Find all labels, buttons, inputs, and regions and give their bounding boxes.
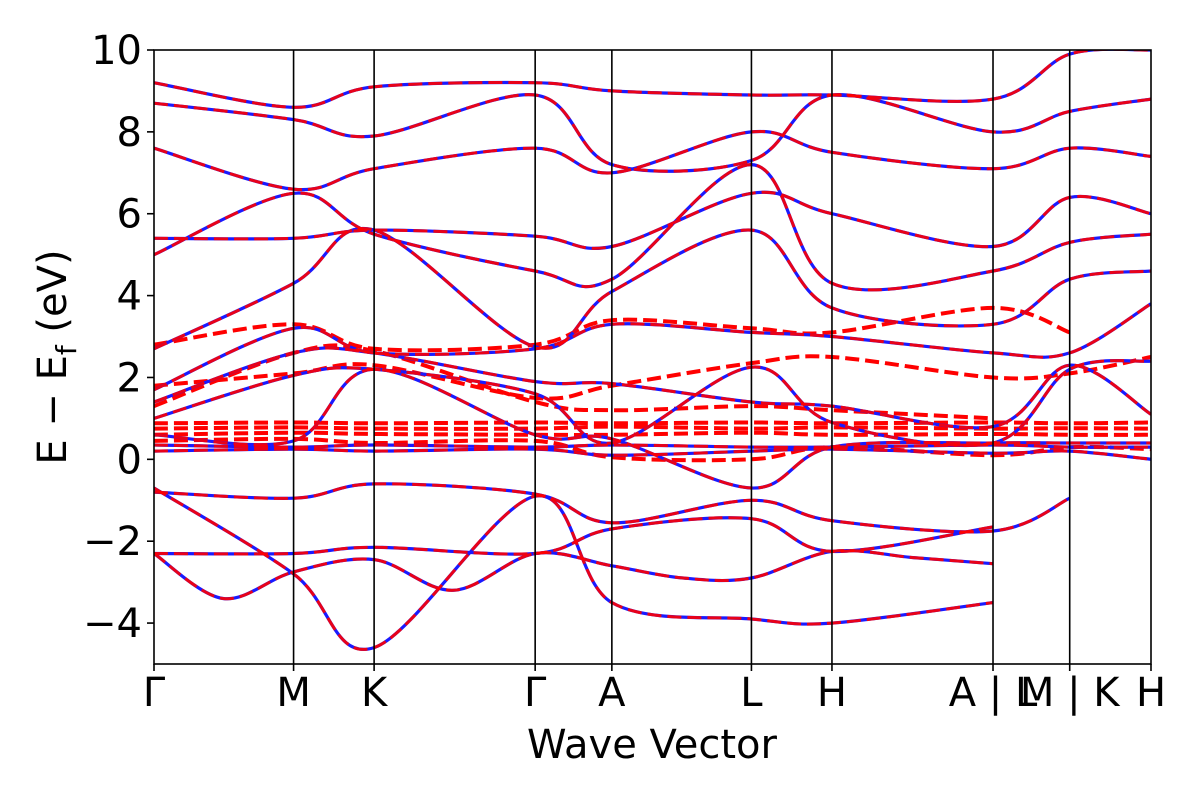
y-axis-label-unit: (eV) [30,249,76,345]
y-axis-label-main: E − E [30,355,76,465]
y-tick-label-3: 2 [117,355,142,401]
plot-frame [153,49,1152,665]
x-tick-label-4: A [598,670,626,716]
solid-band-12 [154,190,1151,251]
y-axis-ticks: −4 −2 0 2 4 6 8 10 [83,28,154,647]
x-tick-label-9: H [1136,670,1166,716]
y-tick-label-2: 0 [117,437,142,483]
x-tick-label-7: A | L [949,670,1038,716]
x-tick-label-2: K [361,670,389,716]
x-tick-label-8: M | K [1020,670,1121,716]
dashed-band-0 [154,430,1151,437]
x-tick-label-3: Γ [524,670,547,716]
dashed-overlay-band-14 [154,93,1151,173]
dashed-band-4 [154,354,1151,401]
dashed-overlay-band-15 [154,50,1151,109]
y-axis-label: E − Ef (eV) [30,249,83,464]
bands-layer [154,50,1151,651]
solid-band-2 [154,548,994,601]
solid-band-13 [154,129,1151,192]
dashed-overlay-band-10 [154,227,1151,351]
dashed-overlay-band-3 [154,486,994,651]
dashed-overlay-band-13 [154,129,1151,192]
dashed-overlay-band-6 [154,367,1151,490]
y-tick-label-4: 4 [117,274,142,320]
dashed-overlay-band-7 [154,359,1151,447]
solid-band-9 [154,302,1151,392]
dashed-overlay-band-5 [154,443,1151,449]
x-tick-label-6: H [817,670,847,716]
y-tick-label-0: −4 [83,601,142,647]
x-tick-label-1: M [276,670,311,716]
y-axis-label-subscript: f [50,344,83,355]
dashed-overlay-band-2 [154,549,994,601]
y-tick-label-6: 8 [117,110,142,156]
solid-band-11 [154,162,1151,292]
dashed-overlay-band-11 [154,163,1151,292]
y-tick-label-7: 10 [91,28,142,74]
x-tick-label-5: L [740,670,763,716]
x-tick-label-0: Γ [143,670,166,716]
dashed-band-1 [154,424,1151,431]
high-symmetry-lines [292,50,1071,664]
x-axis-label: Wave Vector [527,722,778,768]
x-axis-ticks: Γ M K Γ A L H A | LM | K H [143,664,1166,716]
dashed-overlay-band-8 [154,346,1151,430]
y-tick-label-1: −2 [83,519,142,565]
dashed-overlay-band-9 [154,302,1151,392]
dashed-overlay-band-4 [154,447,1151,461]
solid-band-3 [154,486,994,651]
y-tick-label-5: 6 [117,192,142,238]
dashed-overlay-band-12 [154,190,1151,250]
